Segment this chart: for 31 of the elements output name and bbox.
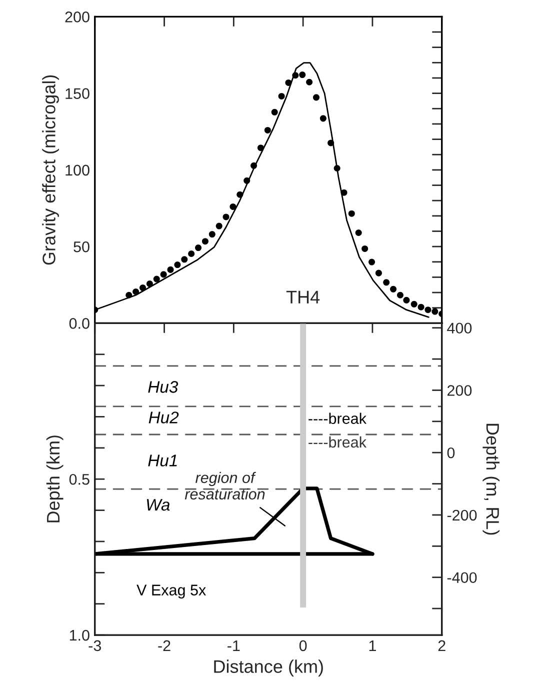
- y-tick-label: 200: [65, 12, 90, 22]
- y-axis-title: Gravity effect (microgal): [42, 75, 59, 265]
- annotation: region of resaturation: [184, 472, 265, 500]
- y2-tick-label: 200: [447, 385, 472, 396]
- y-tick-label: 100: [66, 164, 90, 176]
- x-tick-label: -1: [228, 640, 240, 651]
- y2-tick-label: -400: [447, 572, 477, 584]
- annotation: Hu3: [148, 381, 178, 393]
- x-tick-label: 0: [299, 640, 307, 652]
- text: TH4: [286, 290, 320, 304]
- x-tick-label: -3: [88, 640, 101, 652]
- annotation: ----break: [308, 412, 367, 424]
- annotation: ----break: [308, 436, 367, 448]
- x-tick-label: -2: [158, 640, 170, 651]
- y-tick-label: 1.0: [70, 630, 90, 641]
- x-tick-label: 2: [438, 640, 446, 651]
- annotation: Wa: [146, 499, 170, 511]
- annotation: V Exag 5x: [136, 584, 206, 598]
- annotation: Hu2: [148, 412, 179, 424]
- y2-tick-label: -200: [447, 510, 477, 521]
- x-axis-title: Distance (km): [214, 660, 323, 677]
- y-axis-title: Depth (km): [46, 436, 64, 522]
- y-tick-label: 0.0: [69, 318, 90, 329]
- x-tick-label: 1: [369, 640, 376, 651]
- y-tick-label: 150: [66, 88, 90, 99]
- y2-tick-label: 0: [447, 447, 455, 458]
- y2-tick-label: 400: [447, 322, 472, 334]
- annotation: Hu1: [148, 454, 177, 466]
- y-tick-label: 0.5: [69, 474, 90, 485]
- y-tick-label: 50: [74, 241, 90, 252]
- y2-axis-title: Depth (m, RL): [482, 424, 500, 535]
